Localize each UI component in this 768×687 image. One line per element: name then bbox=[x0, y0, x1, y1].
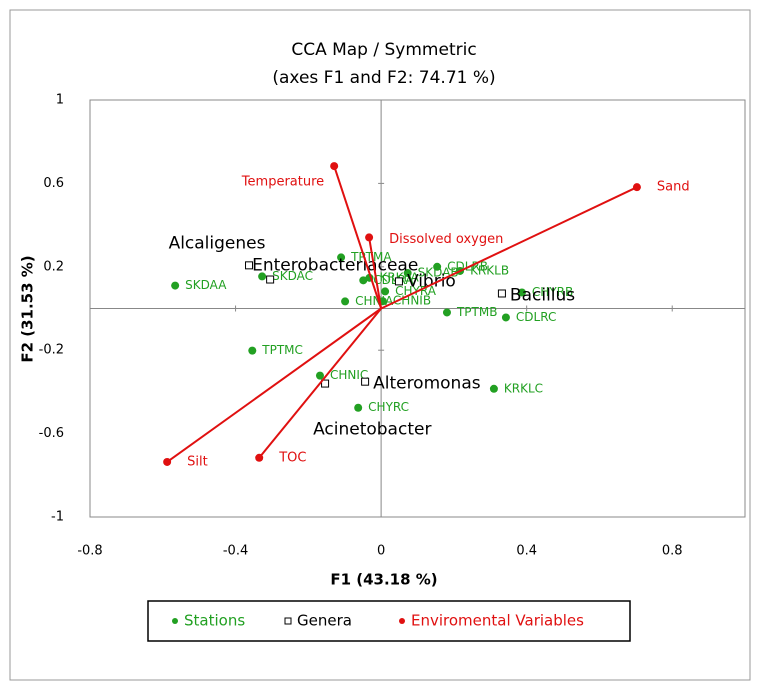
station-point bbox=[248, 346, 257, 355]
station-point bbox=[354, 403, 363, 412]
genus-point bbox=[321, 379, 330, 388]
station-point bbox=[258, 272, 267, 281]
genus-label: Vibrio bbox=[407, 271, 456, 291]
legend bbox=[147, 600, 631, 642]
legend-label: Enviromental Variables bbox=[411, 612, 584, 630]
station-label: CHYRB bbox=[532, 285, 573, 299]
legend-swatch bbox=[399, 618, 405, 624]
station-point bbox=[501, 313, 510, 322]
env-point bbox=[632, 183, 641, 192]
station-label: TPTMC bbox=[261, 343, 303, 357]
station-point bbox=[381, 287, 390, 296]
station-label: KRKLB bbox=[470, 263, 509, 277]
y-axis-label: F2 (31.53 %) bbox=[19, 255, 37, 362]
y-tick-label: 0.6 bbox=[43, 176, 64, 191]
station-label: CHYRC bbox=[368, 400, 409, 414]
y-tick-label: -1 bbox=[51, 510, 64, 525]
y-tick-label: -0.2 bbox=[39, 343, 64, 358]
vector-line bbox=[380, 186, 638, 310]
genus-point bbox=[245, 261, 254, 270]
station-point bbox=[489, 384, 498, 393]
vector-line bbox=[368, 237, 383, 309]
station-label: KRKLA bbox=[379, 270, 419, 284]
station-label: SKDAA bbox=[185, 278, 227, 292]
env-label: Sand bbox=[657, 180, 690, 195]
genus-label: Alcaligenes bbox=[169, 233, 266, 253]
station-label: KRKLC bbox=[504, 381, 543, 395]
y-tick-label: 1 bbox=[56, 93, 64, 108]
x-tick-label: -0.8 bbox=[77, 544, 102, 559]
station-point bbox=[517, 288, 526, 297]
genus-label: Bacillus bbox=[510, 285, 575, 305]
station-point bbox=[341, 297, 350, 306]
x-axis-label: F1 (43.18 %) bbox=[330, 571, 437, 589]
legend-label: Genera bbox=[297, 612, 352, 630]
station-label: TPTMB bbox=[456, 305, 497, 319]
vector-line bbox=[333, 165, 383, 309]
y-tick-label: -0.6 bbox=[39, 426, 64, 441]
station-label: CHNIB bbox=[393, 294, 431, 308]
legend-swatch bbox=[172, 618, 178, 624]
x-tick-label: 0 bbox=[377, 544, 385, 559]
station-point bbox=[171, 281, 180, 290]
x-tick-label: 0.4 bbox=[516, 544, 537, 559]
genus-point bbox=[266, 275, 275, 284]
vector-line bbox=[166, 307, 382, 463]
station-point bbox=[403, 269, 412, 278]
genus-label: Acinetobacter bbox=[313, 420, 431, 440]
station-label: TPTMA bbox=[350, 250, 392, 264]
station-label: SKDAC bbox=[272, 269, 313, 283]
station-point bbox=[359, 276, 368, 285]
env-point bbox=[255, 453, 264, 462]
station-point bbox=[433, 262, 442, 271]
env-point bbox=[163, 457, 172, 466]
genus-label: Alteromonas bbox=[373, 374, 481, 394]
genus-point bbox=[497, 289, 506, 298]
env-label: Silt bbox=[187, 454, 208, 469]
env-label: Dissolved oxygen bbox=[389, 232, 503, 247]
x-tick-label: 0.8 bbox=[662, 544, 683, 559]
vector-line bbox=[258, 307, 382, 459]
station-label: CDLRC bbox=[516, 310, 556, 324]
chart-title: CCA Map / Symmetric bbox=[291, 40, 476, 60]
env-label: TOC bbox=[278, 450, 306, 465]
station-label: CDLRA bbox=[373, 273, 414, 287]
legend-swatch bbox=[284, 617, 292, 625]
genus-label: Enterobacteriaceae bbox=[252, 256, 418, 276]
y-tick-label: 0.2 bbox=[43, 259, 64, 274]
env-point bbox=[330, 162, 339, 171]
genus-point bbox=[394, 277, 403, 286]
env-point bbox=[365, 233, 374, 242]
legend-label: Stations bbox=[184, 612, 245, 630]
station-point bbox=[337, 253, 346, 262]
env-label: Temperature bbox=[241, 175, 324, 190]
frame bbox=[9, 9, 751, 681]
station-label: CHNIC bbox=[330, 368, 368, 382]
genus-point bbox=[361, 377, 370, 386]
chart-subtitle: (axes F1 and F2: 74.71 %) bbox=[272, 68, 495, 88]
station-point bbox=[315, 371, 324, 380]
x-tick-label: -0.4 bbox=[223, 544, 248, 559]
station-point bbox=[442, 308, 451, 317]
